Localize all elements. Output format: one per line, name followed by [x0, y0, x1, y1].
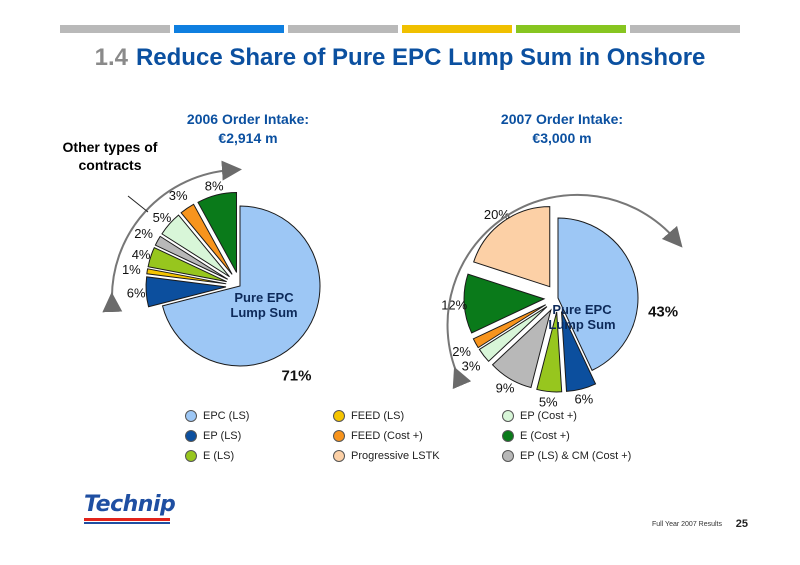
- top-bar-segment: [60, 25, 170, 33]
- legend-label: FEED (LS): [351, 410, 405, 422]
- legend-item: FEED (Cost +): [333, 430, 423, 442]
- center-label: Lump Sum: [548, 317, 615, 332]
- curved-arrow-2007: [446, 193, 683, 390]
- top-bar-segment: [516, 25, 626, 33]
- legend-swatch: [333, 410, 345, 422]
- slice-label: 71%: [281, 368, 311, 385]
- slice-label: 43%: [648, 304, 678, 321]
- legend-item: E (Cost +): [502, 430, 570, 442]
- slice-label: 6%: [574, 392, 593, 407]
- slice-label: 3%: [462, 358, 481, 373]
- legend-label: E (Cost +): [520, 430, 570, 442]
- chart-2007-heading: 2007 Order Intake: €3,000 m: [442, 110, 682, 148]
- legend-swatch: [333, 430, 345, 442]
- logo-underline-red: [84, 518, 170, 521]
- legend-item: EP (LS): [185, 430, 241, 442]
- legend-swatch: [185, 430, 197, 442]
- chart-2006-subtitle: €2,914 m: [218, 130, 278, 146]
- page-number: 25: [735, 518, 748, 530]
- slice-label: 8%: [205, 178, 224, 193]
- legend-item: EP (LS) & CM (Cost +): [502, 450, 631, 462]
- legend-item: EPC (LS): [185, 410, 249, 422]
- legend-label: EP (LS): [203, 430, 242, 442]
- top-bar-segment: [630, 25, 740, 33]
- slice-label: 2%: [452, 344, 471, 359]
- slice-label: 5%: [539, 395, 558, 410]
- legend-item: EP (Cost +): [502, 410, 577, 422]
- slice-label: 5%: [153, 210, 172, 225]
- legend-swatch: [502, 410, 514, 422]
- legend-swatch: [185, 450, 197, 462]
- legend-swatch: [333, 450, 345, 462]
- footer-caption: Full Year 2007 Results: [651, 521, 722, 528]
- slice-label: 2%: [134, 226, 153, 241]
- legend-swatch: [185, 410, 197, 422]
- slide-title: 1.4 Reduce Share of Pure EPC Lump Sum in …: [0, 44, 800, 72]
- legend-label: Progressive LSTK: [351, 450, 440, 462]
- callout-line: [127, 195, 149, 213]
- technip-logo: Technip: [84, 492, 176, 517]
- logo-underline-blue: [84, 522, 170, 524]
- section-number: 1.4: [94, 44, 128, 71]
- slice-label: 6%: [127, 286, 146, 301]
- legend-label: EP (Cost +): [520, 410, 577, 422]
- slice-label: 1%: [122, 262, 141, 277]
- legend-label: E (LS): [203, 450, 235, 462]
- top-bar-segment: [288, 25, 398, 33]
- center-label: Lump Sum: [230, 305, 297, 320]
- legend-label: EP (LS) & CM (Cost +): [520, 450, 632, 462]
- slice-label: 4%: [132, 247, 151, 262]
- slide-title-text: Reduce Share of Pure EPC Lump Sum in Ons…: [135, 44, 706, 71]
- chart-2007-subtitle: €3,000 m: [532, 130, 592, 146]
- chart-2006-heading: 2006 Order Intake: €2,914 m: [128, 110, 368, 148]
- curved-arrow-2006: [102, 160, 242, 313]
- legend-item: E (LS): [185, 450, 234, 462]
- legend-label: FEED (Cost +): [351, 430, 423, 442]
- legend-swatch: [502, 450, 514, 462]
- chart-2006-title: 2006 Order Intake:: [186, 111, 310, 127]
- legend-item: FEED (LS): [333, 410, 404, 422]
- top-bar-segment: [174, 25, 284, 33]
- top-color-bar: [60, 25, 740, 33]
- legend-label: EPC (LS): [203, 410, 250, 422]
- chart-2007-title: 2007 Order Intake:: [500, 111, 624, 127]
- slice-label: 12%: [441, 298, 467, 313]
- legend-swatch: [502, 430, 514, 442]
- legend-item: Progressive LSTK: [333, 450, 440, 462]
- top-bar-segment: [402, 25, 512, 33]
- center-label: Pure EPC: [234, 290, 294, 305]
- slice-label: 9%: [496, 381, 515, 396]
- slice-label: 20%: [484, 207, 510, 222]
- center-label: Pure EPC: [552, 302, 612, 317]
